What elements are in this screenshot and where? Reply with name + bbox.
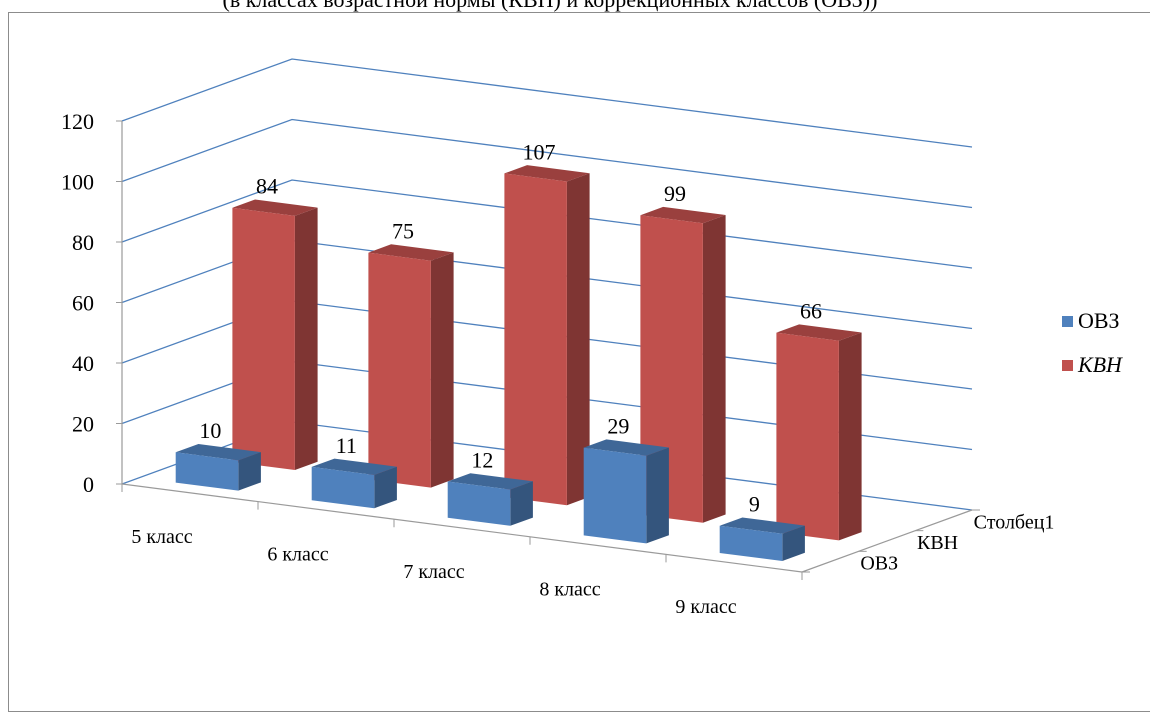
data-labels: 84 75 107 99 66 10 11 12 29 9 [199,139,822,516]
depth-tick-label: ОВЗ [860,553,898,575]
depth-axis-line [801,509,973,573]
data-label: 107 [523,139,556,164]
x-tick-label: 7 класс [403,561,464,583]
x-tick-label: 6 класс [267,543,328,565]
bar-ОВЗ-5 класс [175,444,261,491]
legend-swatch [1062,316,1073,327]
x-axis-line [121,483,803,573]
gridline-80 [121,179,973,269]
data-label: 11 [336,433,357,458]
chart-3d-column: 0 20 40 60 80 100 120 5 класс 6 класс 7 класс 8 кл… [61,58,1123,618]
y-tick-label: 20 [72,412,94,437]
legend: ОВЗ КВН [1062,308,1123,377]
legend-label: КВН [1077,352,1123,377]
bar-КВН-5 класс [232,199,318,471]
bar-front [232,207,295,471]
data-label: 99 [664,181,686,206]
bar-side [294,207,318,470]
x-tick-label: 9 класс [675,596,736,618]
y-tick-label: 120 [61,109,94,134]
bar-side [430,252,454,488]
bar-side [702,215,726,523]
bar-front [447,481,511,526]
data-label: 66 [800,299,822,324]
bar-side [838,332,862,541]
bar-front [776,332,839,541]
legend-swatch [1062,360,1073,371]
data-label: 84 [256,174,278,199]
bar-front [368,252,431,488]
y-tick-label: 40 [72,351,94,376]
data-label: 75 [392,219,414,244]
bar-front [311,466,375,509]
bar-ОВЗ-9 класс [719,517,805,561]
x-tick-label: 5 класс [131,526,192,548]
bars [175,165,862,561]
bar-КВН-9 класс [776,324,862,541]
data-label: 29 [607,414,629,439]
bar-front [504,173,567,506]
bar-top [175,444,261,461]
bar-side [782,525,805,561]
bar-top [719,517,805,534]
data-label: 12 [471,447,493,472]
bar-front [719,525,783,561]
y-tick-label: 80 [72,230,94,255]
bar-side [646,447,669,544]
y-tick-label: 60 [72,291,94,316]
bar-top [311,458,397,475]
bar-side [566,173,590,506]
bar-side [510,481,533,526]
legend-label: ОВЗ [1078,308,1120,333]
data-label: 10 [199,418,221,443]
depth-tick-label: Столбец1 [974,511,1055,533]
bar-КВН-6 класс [368,244,454,488]
bar-side [238,452,261,491]
x-tick-label: 8 класс [539,579,600,601]
bar-top [640,206,726,224]
bar-top [504,165,590,182]
data-label: 9 [749,492,760,517]
bar-ОВЗ-6 класс [311,458,397,509]
bar-КВН-7 класс [504,165,590,506]
gridline-100 [121,118,973,209]
bar-side [374,466,397,509]
bar-top [368,244,454,261]
bar-top [776,324,862,341]
chart-title: (в классах возрастной нормы (КВН) и корр… [0,0,1100,13]
bar-front [583,447,647,544]
y-tick-label: 0 [83,472,94,497]
gridline-120 [121,58,973,148]
bar-front [175,452,239,491]
bar-ОВЗ-8 класс [583,439,669,544]
bar-top [232,199,318,216]
bar-top [447,473,533,490]
axes: 0 20 40 60 80 100 120 5 класс 6 класс 7 класс 8 кл… [61,109,1054,618]
bar-ОВЗ-7 класс [447,473,533,526]
y-tick-label: 100 [61,170,94,195]
bar-top [583,439,669,456]
depth-tick-label: КВН [917,532,958,554]
